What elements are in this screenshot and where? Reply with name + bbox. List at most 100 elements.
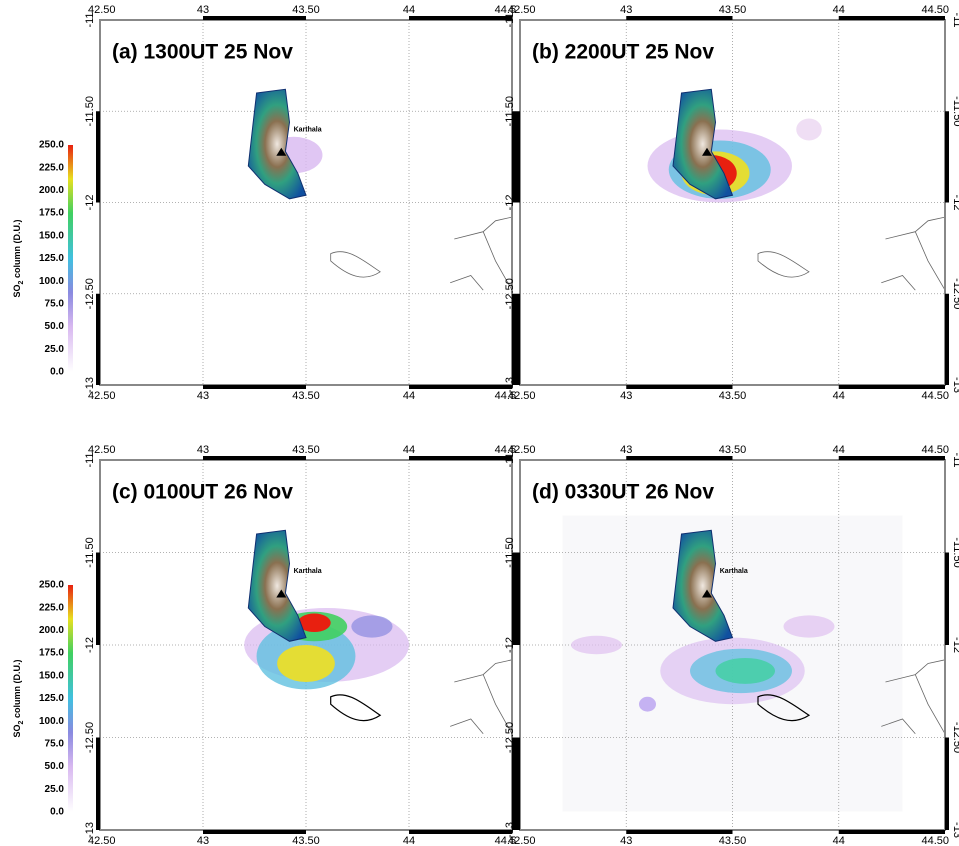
- y-tick-label: -12: [951, 195, 959, 211]
- y-tick-label: -11.50: [84, 96, 96, 126]
- x-tick-label: 44.50: [921, 444, 949, 456]
- y-tick-label: -11.50: [951, 96, 959, 126]
- moheli-island: [330, 251, 381, 278]
- y-tick-label: -12.50: [504, 722, 516, 753]
- colorbar-tick-label: 200.0: [39, 625, 64, 636]
- x-tick-label: 44: [403, 4, 415, 16]
- y-tick-label: -12: [504, 637, 516, 653]
- x-tick-label: 43.50: [719, 835, 747, 846]
- y-tick-label: -11.50: [504, 537, 516, 567]
- volcano-marker: [702, 147, 712, 156]
- panel-title: (c) 0100UT 26 Nov: [112, 481, 293, 504]
- colorbar-title-main: SO: [12, 284, 22, 297]
- y-tick-label: -13: [951, 822, 959, 838]
- so2-plume: [571, 635, 622, 655]
- x-tick-label: 43: [620, 390, 632, 402]
- y-tick-label: -11: [504, 12, 516, 27]
- so2-plume: [783, 615, 835, 638]
- x-tick-label: 43: [197, 835, 209, 846]
- x-tick-label: 44: [833, 835, 845, 846]
- x-tick-label: 43.50: [719, 444, 747, 456]
- x-tick-label: 44.5: [495, 444, 516, 456]
- grande-comore-island: [247, 529, 307, 642]
- x-tick-label: 43.50: [719, 390, 747, 402]
- volcano-label: Karthala: [720, 568, 748, 575]
- so2-plume: [639, 696, 656, 712]
- y-tick-label: -13: [84, 377, 96, 393]
- x-tick-label: 43: [620, 4, 632, 16]
- panel-title: (b) 2200UT 25 Nov: [532, 41, 714, 64]
- map-panel: Karthala (c) 0100UT 26 Nov 42.50 42.50 43 43 4…: [84, 444, 516, 846]
- x-tick-label: 43: [620, 835, 632, 846]
- grande-comore-island: [672, 88, 734, 200]
- x-tick-label: 42.50: [508, 835, 536, 846]
- x-tick-label: 43: [197, 4, 209, 16]
- x-tick-label: 43: [197, 390, 209, 402]
- colorbar-tick-label: 25.0: [45, 784, 65, 795]
- y-tick-label: -11.50: [951, 537, 959, 567]
- colorbar-title-main: SO: [12, 724, 22, 737]
- moheli-island: [757, 251, 810, 278]
- colorbar-tick-label: 200.0: [39, 185, 64, 196]
- colorbar-title-rest: column (D.U.): [12, 660, 22, 721]
- volcano-label: Karthala: [294, 126, 322, 133]
- x-tick-label: 44.5: [495, 835, 516, 846]
- colorbar-tick-label: 225.0: [39, 602, 64, 613]
- y-tick-label: -12: [951, 637, 959, 653]
- colorbar-title-sub: 2: [18, 720, 25, 724]
- y-tick-label: -11: [84, 452, 96, 467]
- x-tick-label: 43.50: [292, 444, 320, 456]
- x-tick-label: 44.5: [495, 390, 516, 402]
- x-tick-label: 44.50: [921, 835, 949, 846]
- colorbar-tick-label: 150.0: [39, 670, 64, 681]
- colorbar-title: SO2 column (D.U.): [12, 220, 25, 298]
- y-tick-label: -11: [504, 452, 516, 467]
- colorbar-tick-label: 125.0: [39, 693, 64, 704]
- colorbar: [68, 145, 73, 372]
- x-tick-label: 42.50: [88, 390, 116, 402]
- colorbar-tick-label: 25.0: [45, 344, 65, 355]
- colorbar-tick-label: 250.0: [39, 580, 64, 591]
- panel-title: (a) 1300UT 25 Nov: [112, 41, 293, 64]
- y-tick-label: -11: [951, 452, 959, 467]
- y-tick-label: -12: [84, 637, 96, 653]
- y-tick-label: -12.50: [504, 278, 516, 309]
- moheli-island: [757, 694, 811, 722]
- y-tick-label: -13: [951, 377, 959, 393]
- grande-comore-island: [672, 529, 734, 642]
- x-tick-label: 44: [403, 835, 415, 846]
- y-tick-label: -12: [84, 195, 96, 211]
- x-tick-label: 44: [833, 390, 845, 402]
- colorbar-tick-label: 75.0: [45, 299, 65, 310]
- colorbar-title: SO2 column (D.U.): [12, 660, 25, 738]
- x-tick-label: 44: [833, 4, 845, 16]
- panel-title: (d) 0330UT 26 Nov: [532, 481, 714, 504]
- volcano-label: Karthala: [294, 568, 322, 575]
- x-tick-label: 42.50: [88, 4, 116, 16]
- so2-plume: [715, 657, 775, 684]
- y-tick-label: -12.50: [84, 278, 96, 309]
- x-tick-label: 42.50: [88, 444, 116, 456]
- colorbar-tick-label: 175.0: [39, 208, 64, 219]
- y-tick-label: -12.50: [951, 722, 959, 753]
- grande-comore-island: [247, 88, 307, 200]
- anjouan-island: [881, 216, 946, 291]
- x-tick-label: 42.50: [508, 444, 536, 456]
- y-tick-label: -11: [951, 12, 959, 27]
- so2-plume: [277, 645, 335, 682]
- anjouan-island: [450, 659, 513, 735]
- colorbar-title-rest: column (D.U.): [12, 220, 22, 281]
- x-tick-label: 43.50: [292, 4, 320, 16]
- x-tick-label: 44: [833, 444, 845, 456]
- y-tick-label: -13: [504, 822, 516, 838]
- colorbar-tick-label: 250.0: [39, 140, 64, 151]
- so2-plume: [297, 613, 331, 633]
- x-tick-label: 43: [197, 444, 209, 456]
- y-tick-label: -13: [504, 377, 516, 393]
- colorbar-tick-label: 0.0: [50, 807, 64, 818]
- anjouan-island: [450, 216, 513, 291]
- map-panel: Karthala (a) 1300UT 25 Nov 42.50 42.50 43 43 4…: [84, 4, 516, 402]
- y-tick-label: -12: [504, 195, 516, 211]
- colorbar-tick-label: 125.0: [39, 253, 64, 264]
- so2-plume: [351, 615, 393, 638]
